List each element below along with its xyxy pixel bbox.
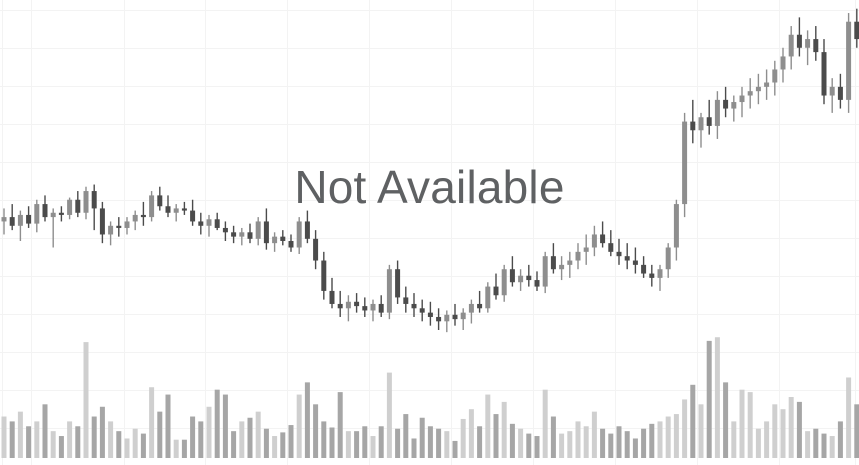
candlesticks: [1, 8, 859, 333]
volume-bars: [1, 337, 859, 458]
